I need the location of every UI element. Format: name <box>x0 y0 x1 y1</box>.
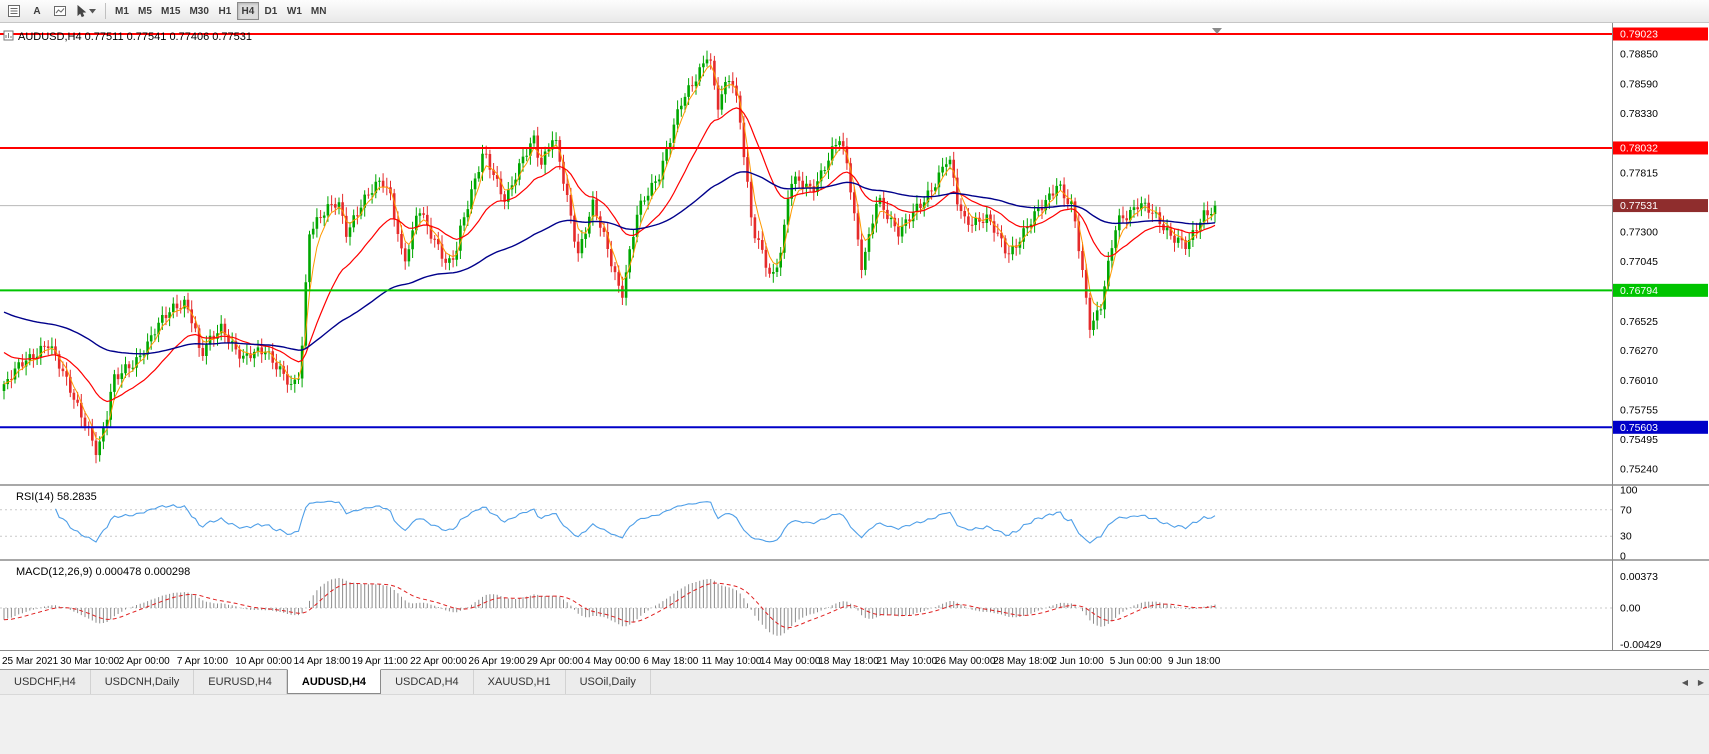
time-axis-label: 2 Apr 00:00 <box>119 656 171 667</box>
price-scale-label: 0.76270 <box>1620 345 1658 357</box>
time-axis-label: 22 Apr 00:00 <box>410 656 467 667</box>
price-scale-label: 0.75495 <box>1620 434 1658 446</box>
price-chart-canvas[interactable]: RSI(14) 58.2835 100 70 30 0 MACD(12,26,9) 0.0… <box>0 23 1709 669</box>
timeframe-w1-button[interactable]: W1 <box>283 2 306 20</box>
chart-shift-marker[interactable] <box>1212 28 1222 34</box>
rsi-scale-label: 30 <box>1620 531 1632 543</box>
price-scale-label: 0.77045 <box>1620 256 1658 268</box>
time-axis-label: 29 Apr 00:00 <box>527 656 584 667</box>
ma-fast-line <box>3 64 1216 441</box>
timeframe-h4-button[interactable]: H4 <box>236 2 259 20</box>
time-axis-label: 9 Jun 18:00 <box>1168 656 1221 667</box>
macd-histogram <box>3 578 1216 636</box>
time-axis-label: 25 Mar 2021 <box>2 656 59 667</box>
timeframe-m1-button[interactable]: M1 <box>111 2 133 20</box>
tabs-scroll-left-button[interactable]: ◀ <box>1681 677 1689 687</box>
timeframe-m30-button[interactable]: M30 <box>185 2 212 20</box>
support-line-green-tag-text: 0.76794 <box>1620 285 1658 297</box>
rsi-label: RSI(14) 58.2835 <box>16 491 97 503</box>
macd-label: MACD(12,26,9) 0.000478 0.000298 <box>16 566 190 578</box>
bid-price-tag <box>1613 199 1708 213</box>
cursor-icon <box>76 4 87 18</box>
tab-usdcad-h4[interactable]: USDCAD,H4 <box>381 670 474 694</box>
time-axis-label: 14 May 00:00 <box>760 656 821 667</box>
time-axis-label: 5 Jun 00:00 <box>1110 656 1163 667</box>
text-tool-label: A <box>33 5 41 17</box>
ma-slow-line <box>3 171 1216 355</box>
resistance-line-mid-tag-text: 0.78032 <box>1620 142 1658 154</box>
chevron-down-icon <box>89 8 96 14</box>
macd-scale-label: 0.00373 <box>1620 571 1658 583</box>
chart-tabbar: USDCHF,H4 USDCNH,Daily EURUSD,H4 AUDUSD,… <box>0 669 1709 694</box>
cursor-tool-button[interactable] <box>72 2 100 20</box>
macd-scale-label: 0.00 <box>1620 603 1641 615</box>
tab-eurusd-h4[interactable]: EURUSD,H4 <box>194 670 287 694</box>
timeframe-d1-button[interactable]: D1 <box>260 2 282 20</box>
ma-mid-line <box>3 107 1216 403</box>
price-scale-label: 0.77300 <box>1620 227 1658 239</box>
time-axis-label: 4 May 00:00 <box>585 656 640 667</box>
price-scale-label: 0.77815 <box>1620 167 1658 179</box>
rsi-scale-label: 0 <box>1620 551 1626 563</box>
tab-usoil-daily[interactable]: USOil,Daily <box>566 670 651 694</box>
tabs-scroll-right-button[interactable]: ▶ <box>1697 677 1705 687</box>
time-axis-label: 26 Apr 19:00 <box>468 656 525 667</box>
price-scale-label: 0.78850 <box>1620 48 1658 60</box>
chart-title-icon-bars <box>5 33 12 38</box>
time-axis-label: 10 Apr 00:00 <box>235 656 292 667</box>
time-axis-label: 11 May 10:00 <box>702 656 762 667</box>
timeframe-m5-button[interactable]: M5 <box>134 2 156 20</box>
price-scale-label: 0.76525 <box>1620 316 1658 328</box>
empty-area <box>0 694 1709 754</box>
resistance-line-upper-tag <box>1613 27 1708 41</box>
tab-usdchf-h4[interactable]: USDCHF,H4 <box>0 670 91 694</box>
price-scale-label: 0.75240 <box>1620 464 1658 476</box>
tab-xauusd-h1[interactable]: XAUUSD,H1 <box>474 670 566 694</box>
rsi-line <box>54 500 1216 544</box>
price-scale-label: 0.78330 <box>1620 108 1658 120</box>
time-axis-label: 7 Apr 10:00 <box>177 656 229 667</box>
rsi-scale-label: 70 <box>1620 504 1632 516</box>
time-axis-label: 30 Mar 10:00 <box>60 656 119 667</box>
timeframe-m15-button[interactable]: M15 <box>157 2 184 20</box>
chart-list-icon <box>7 4 21 18</box>
chart-background <box>0 23 1709 669</box>
time-axis-label: 18 May 18:00 <box>818 656 879 667</box>
support-line-green-tag <box>1613 283 1708 297</box>
macd-signal-line <box>3 582 1216 629</box>
time-axis-label: 21 May 10:00 <box>877 656 938 667</box>
time-axis-label: 28 May 18:00 <box>993 656 1054 667</box>
chart-frame-icon <box>53 4 67 18</box>
text-tool-button[interactable]: A <box>26 2 48 20</box>
rsi-scale-label: 100 <box>1620 485 1638 497</box>
toolbar: A M1 M5 M15 M30 H1 H4 D1 W1 MN <box>0 0 1709 23</box>
timeframe-mn-button[interactable]: MN <box>307 2 331 20</box>
chart-list-button[interactable] <box>3 2 25 20</box>
time-axis-label: 19 Apr 11:00 <box>352 656 408 667</box>
support-line-blue-tag <box>1613 420 1708 434</box>
time-axis-label: 26 May 00:00 <box>935 656 996 667</box>
resistance-line-upper-tag-text: 0.79023 <box>1620 29 1658 41</box>
time-axis-label: 2 Jun 10:00 <box>1051 656 1104 667</box>
tab-usdcnh-daily[interactable]: USDCNH,Daily <box>91 670 195 694</box>
price-scale-label: 0.75755 <box>1620 404 1658 416</box>
support-line-blue-tag-text: 0.75603 <box>1620 422 1658 434</box>
tabbar-spacer <box>651 670 1677 694</box>
macd-scale-label: -0.00429 <box>1620 639 1662 651</box>
price-scale-label: 0.78590 <box>1620 78 1658 90</box>
resistance-line-mid-tag <box>1613 141 1708 155</box>
bid-price-tag-text: 0.77531 <box>1620 200 1658 212</box>
time-axis-label: 14 Apr 18:00 <box>294 656 351 667</box>
price-scale-label: 0.76010 <box>1620 375 1658 387</box>
chart-frame-button[interactable] <box>49 2 71 20</box>
chart-title: AUDUSD,H4 0.77511 0.77541 0.77406 0.7753… <box>18 31 252 43</box>
time-axis-label: 6 May 18:00 <box>643 656 698 667</box>
toolbar-separator <box>105 3 106 19</box>
tab-audusd-h4[interactable]: AUDUSD,H4 <box>286 669 382 694</box>
timeframe-h1-button[interactable]: H1 <box>214 2 236 20</box>
